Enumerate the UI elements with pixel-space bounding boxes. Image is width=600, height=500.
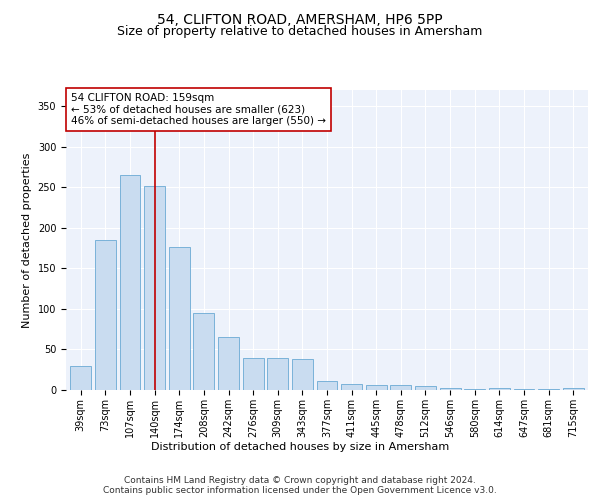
Bar	[563, 388, 584, 390]
Bar	[218, 338, 239, 390]
Bar	[267, 358, 288, 390]
Bar	[317, 381, 337, 390]
Bar	[391, 385, 412, 390]
Text: Size of property relative to detached houses in Amersham: Size of property relative to detached ho…	[118, 25, 482, 38]
Bar	[415, 386, 436, 390]
Text: Contains HM Land Registry data © Crown copyright and database right 2024.
Contai: Contains HM Land Registry data © Crown c…	[103, 476, 497, 495]
Bar	[514, 389, 535, 390]
Bar	[489, 388, 510, 390]
Bar	[464, 389, 485, 390]
Bar	[292, 359, 313, 390]
Bar	[169, 248, 190, 390]
Text: Distribution of detached houses by size in Amersham: Distribution of detached houses by size …	[151, 442, 449, 452]
Bar	[366, 385, 387, 390]
Bar	[95, 240, 116, 390]
Bar	[144, 186, 165, 390]
Bar	[70, 366, 91, 390]
Bar	[119, 175, 140, 390]
Y-axis label: Number of detached properties: Number of detached properties	[22, 152, 32, 328]
Bar	[440, 388, 461, 390]
Bar	[193, 313, 214, 390]
Text: 54, CLIFTON ROAD, AMERSHAM, HP6 5PP: 54, CLIFTON ROAD, AMERSHAM, HP6 5PP	[157, 12, 443, 26]
Bar	[242, 358, 263, 390]
Text: 54 CLIFTON ROAD: 159sqm
← 53% of detached houses are smaller (623)
46% of semi-d: 54 CLIFTON ROAD: 159sqm ← 53% of detache…	[71, 93, 326, 126]
Bar	[538, 389, 559, 390]
Bar	[341, 384, 362, 390]
